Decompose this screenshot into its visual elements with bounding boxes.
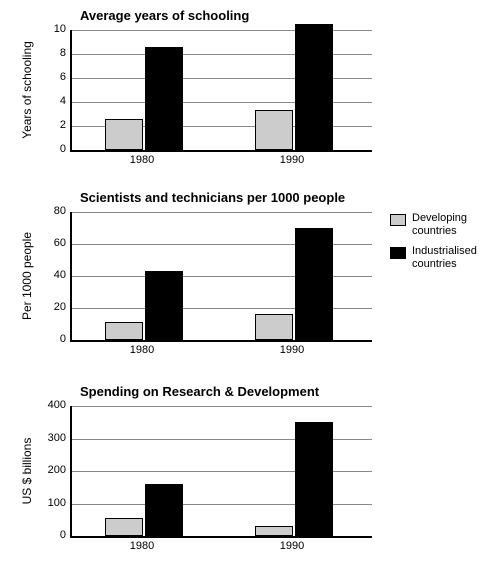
x-tick-label: 1990: [262, 540, 322, 552]
legend-item: Industrialisedcountries: [390, 245, 477, 270]
bar-developing: [255, 314, 293, 340]
x-tick-label: 1980: [112, 154, 172, 166]
plot-area: [70, 30, 372, 152]
y-tick-label: 8: [36, 47, 66, 59]
gridline: [72, 212, 372, 213]
plot-area: [70, 212, 372, 342]
chart-title: Spending on Research & Development: [80, 384, 319, 399]
x-tick-label: 1980: [112, 540, 172, 552]
gridline: [72, 406, 372, 407]
legend-label: Developingcountries: [412, 212, 467, 237]
bar-industrialised: [145, 47, 183, 150]
bar-industrialised: [295, 422, 333, 536]
bar-industrialised: [145, 484, 183, 536]
y-tick-label: 200: [36, 464, 66, 476]
y-tick-label: 40: [36, 269, 66, 281]
bar-industrialised: [295, 24, 333, 150]
chart-title: Scientists and technicians per 1000 peop…: [80, 190, 345, 205]
legend-label: Industrialisedcountries: [412, 245, 477, 270]
y-tick-label: 6: [36, 71, 66, 83]
bar-developing: [105, 322, 143, 340]
y-tick-label: 10: [36, 23, 66, 35]
y-tick-label: 0: [36, 529, 66, 541]
bar-developing: [255, 526, 293, 536]
y-tick-label: 0: [36, 333, 66, 345]
legend: Developingcountries Industrialisedcountri…: [390, 212, 477, 279]
y-tick-label: 20: [36, 301, 66, 313]
bar-developing: [105, 518, 143, 536]
bar-industrialised: [145, 271, 183, 340]
y-axis-label: Years of schooling: [20, 30, 34, 150]
y-tick-label: 300: [36, 432, 66, 444]
y-tick-label: 4: [36, 95, 66, 107]
bar-industrialised: [295, 228, 333, 340]
bar-developing: [255, 110, 293, 150]
legend-item: Developingcountries: [390, 212, 477, 237]
y-tick-label: 400: [36, 399, 66, 411]
chart-title: Average years of schooling: [80, 8, 249, 23]
y-axis-label: US $ billions: [20, 406, 34, 536]
y-axis-label: Per 1000 people: [20, 212, 34, 340]
y-tick-label: 2: [36, 119, 66, 131]
plot-area: [70, 406, 372, 538]
x-tick-label: 1980: [112, 344, 172, 356]
y-tick-label: 100: [36, 497, 66, 509]
bar-developing: [105, 119, 143, 150]
legend-swatch: [390, 214, 406, 226]
y-tick-label: 60: [36, 237, 66, 249]
y-tick-label: 0: [36, 143, 66, 155]
x-tick-label: 1990: [262, 154, 322, 166]
x-tick-label: 1990: [262, 344, 322, 356]
y-tick-label: 80: [36, 205, 66, 217]
legend-swatch: [390, 247, 406, 259]
